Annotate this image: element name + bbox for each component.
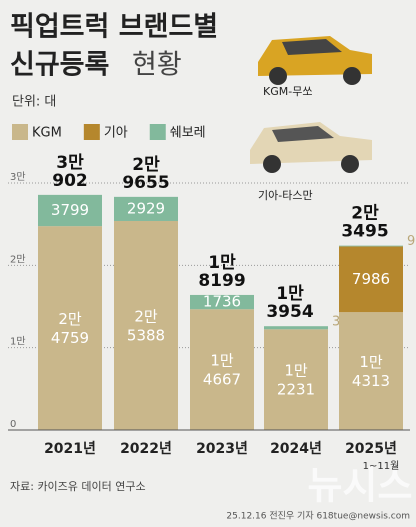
title: 픽업트럭 브랜드별: [10, 12, 218, 43]
bar-segment: [339, 245, 403, 247]
photo: [258, 36, 372, 85]
source: 자료: 카이즈유 데이터 연구소: [10, 480, 146, 493]
watermark: 뉴시스: [308, 464, 413, 508]
photo: [250, 122, 372, 173]
bar-segment: [339, 312, 403, 430]
value-label: 2만 5388: [127, 307, 165, 344]
title: 현황: [132, 50, 182, 81]
bar-segment: [190, 309, 254, 430]
x-tick-label: 2022년: [120, 441, 172, 457]
total-label: 2만 3495: [341, 204, 388, 242]
bar-segment: [264, 329, 328, 430]
total-label: 3만 902: [52, 153, 88, 191]
bar-segment: [114, 220, 178, 430]
legend-label: 기아: [104, 126, 128, 141]
photo-caption: KGM-무쏘: [263, 85, 312, 98]
legend-swatch: [149, 124, 166, 140]
x-tick-label: 2023년: [196, 441, 248, 457]
value-label: 1736: [203, 293, 241, 311]
legend-swatch: [12, 124, 28, 140]
bar-segment: [38, 194, 102, 227]
x-tick-note: 1~11월: [363, 460, 400, 472]
value-label: 3799: [51, 201, 89, 219]
y-tick-label: 3만: [10, 171, 26, 183]
y-tick-label: 0: [10, 419, 16, 430]
x-tick-label: 2021년: [44, 441, 96, 457]
legend-label: 쉐보레: [170, 126, 206, 141]
legend-swatch: [83, 124, 100, 140]
title: 신규등록: [10, 50, 109, 81]
bar-segment: [114, 196, 178, 221]
value-label: 2929: [127, 199, 165, 217]
value-label: 2만 4759: [51, 310, 89, 347]
value-label: 1만 4313: [352, 353, 390, 390]
total-label: 2만 9655: [122, 155, 169, 193]
total-label: 1만 8199: [198, 253, 245, 291]
unit: 단위: 대: [12, 95, 56, 110]
value-label: 1만 4667: [203, 351, 241, 388]
credit: 25.12.16 전진우 기자 618tue@newsis.com: [226, 511, 410, 522]
value-label: 1만 2231: [277, 361, 315, 398]
value-label: 95: [407, 234, 416, 249]
x-tick-label: 2024년: [270, 441, 322, 457]
bar-segment: [190, 294, 254, 310]
bar-segment: [38, 226, 102, 430]
y-tick-label: 1만: [10, 336, 26, 348]
photo-caption: 기아-타스만: [258, 189, 313, 202]
total-label: 1만 3954: [266, 284, 313, 322]
bar-segment: [339, 246, 403, 313]
x-tick-label: 2025년: [345, 441, 397, 457]
bar-segment: [264, 326, 328, 330]
y-tick-label: 2만: [10, 253, 26, 265]
value-label: 7986: [352, 270, 390, 288]
legend-label: KGM: [32, 126, 62, 141]
